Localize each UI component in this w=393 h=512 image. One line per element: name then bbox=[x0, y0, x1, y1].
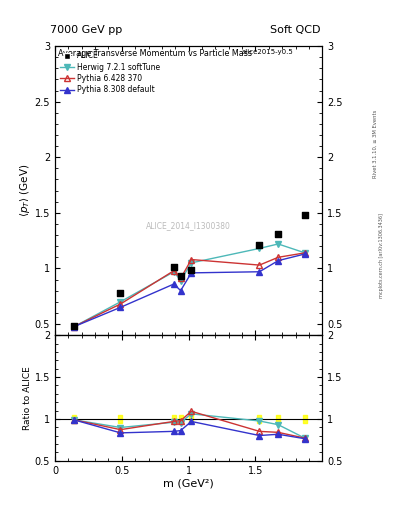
Text: Soft QCD: Soft QCD bbox=[270, 25, 320, 35]
Text: ALICE_2014_I1300380: ALICE_2014_I1300380 bbox=[146, 221, 231, 230]
Point bbox=[171, 263, 177, 271]
Legend: ALICE, Herwig 7.2.1 softTune, Pythia 6.428 370, Pythia 8.308 default: ALICE, Herwig 7.2.1 softTune, Pythia 6.4… bbox=[59, 50, 162, 96]
Text: mcplots.cern.ch [arXiv:1306.3436]: mcplots.cern.ch [arXiv:1306.3436] bbox=[379, 214, 384, 298]
Point bbox=[178, 272, 184, 280]
Text: alice2015-y0.5: alice2015-y0.5 bbox=[242, 49, 294, 55]
Text: 7000 GeV pp: 7000 GeV pp bbox=[50, 25, 123, 35]
X-axis label: m (GeV²): m (GeV²) bbox=[163, 478, 214, 488]
Point bbox=[256, 241, 263, 249]
Y-axis label: $\langle p_T \rangle$ (GeV): $\langle p_T \rangle$ (GeV) bbox=[18, 164, 32, 217]
Point bbox=[71, 322, 77, 330]
Point bbox=[302, 211, 308, 219]
Point bbox=[275, 230, 281, 238]
Y-axis label: Ratio to ALICE: Ratio to ALICE bbox=[23, 366, 32, 430]
Point bbox=[188, 265, 195, 273]
Point bbox=[118, 289, 124, 297]
Text: Rivet 3.1.10, ≥ 3M Events: Rivet 3.1.10, ≥ 3M Events bbox=[373, 109, 378, 178]
Text: Average Transverse Momentum vs Particle Mass: Average Transverse Momentum vs Particle … bbox=[58, 49, 252, 58]
